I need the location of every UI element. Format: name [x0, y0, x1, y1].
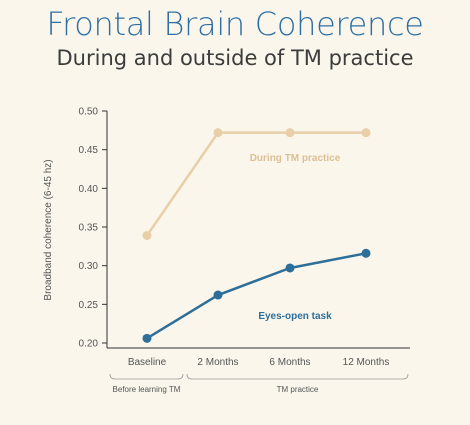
- x-tick-label: 6 Months: [269, 357, 310, 368]
- group-label: Before learning TM: [113, 385, 181, 394]
- data-point: [285, 128, 295, 138]
- chart-subtitle: During and outside of TM practice: [56, 46, 414, 70]
- data-point: [213, 128, 223, 138]
- chart-title: Frontal Brain Coherence: [46, 5, 424, 43]
- y-tick-label: 0.30: [79, 261, 99, 272]
- y-tick-label: 0.25: [79, 300, 99, 311]
- series-label-during-tm: During TM practice: [250, 153, 341, 164]
- series-line: [145, 131, 368, 237]
- group-bracket: [109, 373, 184, 380]
- data-point: [361, 248, 371, 258]
- y-tick-label: 0.50: [79, 107, 99, 118]
- y-tick-label: 0.35: [79, 223, 99, 234]
- y-tick-label: 0.40: [79, 184, 99, 195]
- y-tick-label: 0.45: [79, 145, 99, 156]
- x-tick-label: 12 Months: [343, 357, 390, 368]
- data-point: [213, 290, 223, 300]
- x-tick-label: Baseline: [128, 357, 167, 368]
- data-point: [142, 231, 152, 241]
- series-line: [145, 252, 368, 340]
- data-point: [361, 128, 371, 138]
- data-point: [142, 333, 152, 343]
- chart-axes: [106, 111, 410, 349]
- x-ticks: Baseline 2 Months 6 Months 12 Months: [128, 357, 390, 368]
- y-tick-label: 0.20: [79, 339, 99, 350]
- x-tick-label: 2 Months: [197, 357, 238, 368]
- group-bracket: [186, 373, 409, 380]
- category-groups: Before learning TM TM practice: [109, 373, 409, 394]
- group-label: TM practice: [277, 385, 319, 394]
- data-point: [285, 263, 295, 273]
- y-ticks: 0.20 0.25 0.30 0.35 0.40 0.45 0.50: [79, 107, 107, 350]
- y-axis-label: Broadband coherence (6-45 hz): [43, 159, 54, 300]
- series-layer: [142, 128, 371, 343]
- series-label-eyes-open: Eyes-open task: [258, 311, 332, 322]
